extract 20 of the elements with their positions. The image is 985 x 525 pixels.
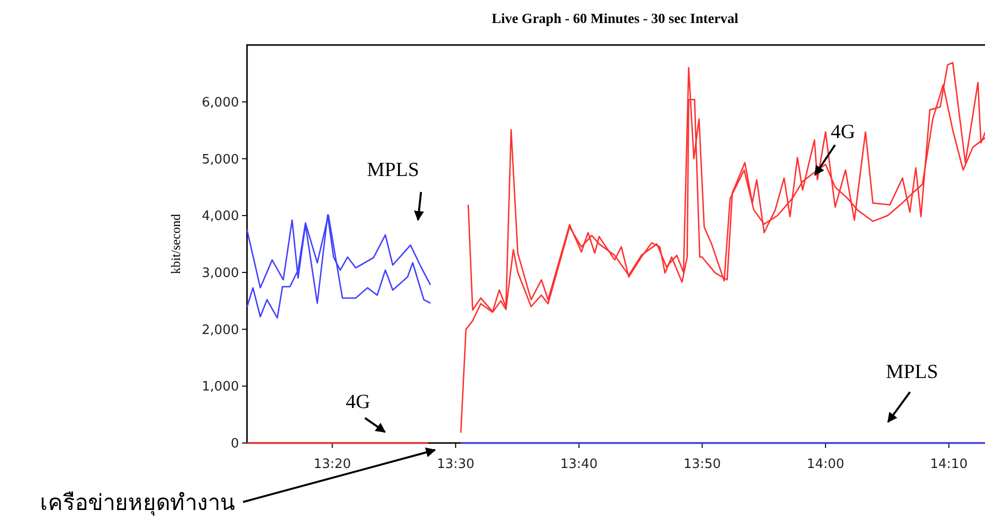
chart-title: Live Graph - 60 Minutes - 30 sec Interval [492, 12, 738, 27]
y-tick-label: 5,000 [202, 152, 239, 168]
y-tick-label: 3,000 [202, 266, 239, 281]
x-tick-label: 13:40 [560, 457, 598, 472]
x-tick-label: 14:00 [806, 457, 844, 472]
y-tick-label: 6,000 [202, 95, 239, 110]
y-axis-title: kbit/second [168, 214, 183, 274]
x-tick-label: 14:10 [930, 457, 968, 472]
text: เครือข่ายหยุดทำงาน [40, 490, 235, 516]
y-tick-label: 0 [230, 436, 239, 452]
x-tick-label: 13:30 [436, 457, 474, 472]
y-tick-label: 4,000 [202, 209, 239, 224]
x-tick-label: 13:50 [683, 457, 721, 472]
annotation: MPLS [886, 361, 938, 383]
annotation: MPLS [366, 159, 420, 181]
annotation: 4G [346, 391, 370, 413]
x-tick-label: 13:20 [314, 457, 352, 472]
y-tick-label: 1,000 [202, 380, 239, 395]
annotation: 4G [830, 121, 856, 143]
y-tick-label: 2,000 [202, 322, 239, 338]
